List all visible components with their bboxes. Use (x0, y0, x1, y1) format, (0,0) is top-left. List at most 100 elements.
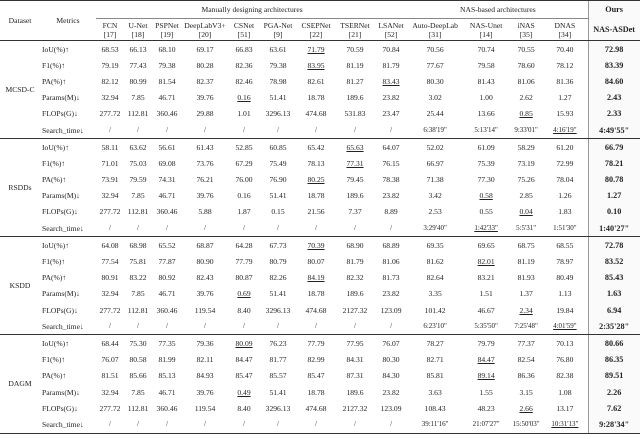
method-name: PGA-Net (263, 20, 293, 30)
cell: 73.91 (101, 175, 119, 185)
method-header: PGA-Net [9] (260, 18, 296, 41)
cell: 46.67 (477, 305, 495, 315)
metric-name: F1(%)↑ (42, 257, 66, 267)
cell: / (124, 220, 152, 238)
cell: 79.59 (129, 175, 147, 185)
cell: 79.58 (477, 60, 495, 70)
method-header: TSERNet [21] (336, 18, 374, 41)
cell: 23.47 (382, 109, 400, 119)
cell: / (296, 121, 336, 140)
cell: / (152, 318, 182, 336)
cell: 68.53 (96, 40, 124, 58)
cell: 81.19 (346, 60, 364, 70)
method-ref: [34] (558, 29, 572, 39)
cell: / (96, 121, 124, 140)
cell: / (296, 220, 336, 238)
cell: 1.37 (519, 289, 533, 299)
method-header: CSNet [51] (228, 18, 260, 41)
cell: 2.26 (587, 383, 640, 401)
method-ref: [20] (198, 29, 212, 39)
cell: 85.47 (235, 371, 253, 381)
cell: 65.63 (336, 138, 374, 156)
method-name: U-Net (128, 20, 148, 30)
cell: 80.25 (307, 175, 325, 185)
cell: 21:07'27" (462, 416, 511, 434)
cell: 60.85 (260, 138, 296, 156)
cell: 81.54 (158, 76, 176, 86)
dataset-name: MCSD-C (0, 39, 40, 140)
cell: 32.94 (101, 93, 119, 103)
cell: 5:5'31" (510, 220, 543, 238)
method-ref: [19] (160, 29, 174, 39)
cell: 189.6 (346, 387, 364, 397)
cell: 82.37 (196, 76, 214, 86)
cell: 1:42'33" (462, 220, 511, 238)
cell: 77.30 (477, 175, 495, 185)
cell: 64.07 (374, 138, 409, 156)
table-row: F1(%)↑ 71.01 75.03 69.08 73.76 67.29 75.49 78.1… (0, 155, 640, 172)
cell: / (296, 416, 336, 434)
method-name: TSERNet (340, 20, 370, 30)
table-row: Search_time↓ / / / / / / / //6:23'10" 5:35'50" 7:2… (0, 318, 640, 336)
cell: 82.11 (196, 355, 214, 365)
cell: 2.62 (519, 93, 533, 103)
cell: 76.07 (374, 334, 409, 352)
cell: 82.43 (196, 273, 214, 283)
metric-name: IoU(%)↑ (40, 40, 96, 58)
method-ref: [14] (479, 29, 493, 39)
cell: 84.30 (382, 371, 400, 381)
cell: 61.43 (182, 138, 228, 156)
cell: 85.13 (158, 371, 176, 381)
method-name: CSEPNet (301, 20, 331, 30)
cell: 9:28'34" (587, 416, 640, 434)
cell: 39.76 (196, 289, 214, 299)
cell: 70.84 (374, 40, 409, 58)
cell: 80.58 (129, 355, 147, 365)
cell: 85.57 (269, 371, 287, 381)
cell: 1.87 (237, 207, 251, 217)
table-row: F1(%)↑ 76.07 80.58 81.99 82.11 84.47 81.77 82.9… (0, 351, 640, 368)
cell: 80.49 (556, 273, 574, 283)
cell: 64.28 (228, 236, 260, 254)
cell: 61.20 (542, 138, 589, 156)
table-row: FLOPs(G)↓ 277.72 112.81 360.46 119.54 8.40 329… (0, 302, 640, 319)
cell: 85.43 (587, 269, 640, 286)
metric-name: Search_time↓ (40, 416, 96, 434)
cell: 77.31 (346, 158, 364, 168)
cell: 80.92 (158, 273, 176, 283)
cell: 80.79 (269, 257, 287, 267)
cell: 68.75 (510, 236, 543, 254)
table-row: RSDDs IoU(%)↑ 58.11 63.62 56.61 61.43 52.85 60.… (0, 138, 640, 238)
cell: 1.26 (558, 191, 572, 201)
cell: 82.38 (556, 371, 574, 381)
cell: 13.66 (477, 109, 495, 119)
cell: 81.27 (346, 76, 364, 86)
table-row: FLOPs(G)↓ 277.72 112.81 360.46 5.88 1.87 0.15 2… (0, 203, 640, 221)
cell: 3.35 (428, 289, 442, 299)
table-row: MCSD-C IoU(%)↑ 68.53 66.13 68.10 69.17 66.83 63… (0, 39, 640, 140)
cell: 112.81 (127, 403, 149, 413)
cell: 39:11'16" (408, 416, 463, 434)
cell: 1.27 (587, 187, 640, 204)
cell: / (260, 318, 296, 336)
cell: 1.00 (479, 93, 493, 103)
cell: 80.90 (196, 257, 214, 267)
table-row: PA(%)↑ 73.91 79.59 74.31 76.21 76.00 76.90 80.2… (0, 171, 640, 188)
cell: 0.15 (271, 207, 285, 217)
cell: 80.66 (587, 334, 640, 352)
cell: 58.29 (510, 138, 543, 156)
cell: 1.55 (479, 387, 493, 397)
cell: 19.84 (556, 305, 574, 315)
cell: 3.02 (428, 93, 442, 103)
cell: 2127.32 (342, 305, 368, 315)
cell: 56.61 (152, 138, 182, 156)
cell: 85.66 (129, 371, 147, 381)
cell: 0.04 (519, 207, 533, 217)
table-row: F1(%)↑ 79.19 77.43 79.38 80.28 82.36 79.38 83.9… (0, 57, 640, 74)
method-name: FCN (102, 20, 118, 30)
cell: 18.78 (307, 289, 325, 299)
cell: 72.99 (556, 158, 574, 168)
method-name: DeepLabV3+ (184, 20, 226, 30)
metric-name: PA(%)↑ (42, 76, 67, 86)
method-ref: [51] (237, 29, 251, 39)
